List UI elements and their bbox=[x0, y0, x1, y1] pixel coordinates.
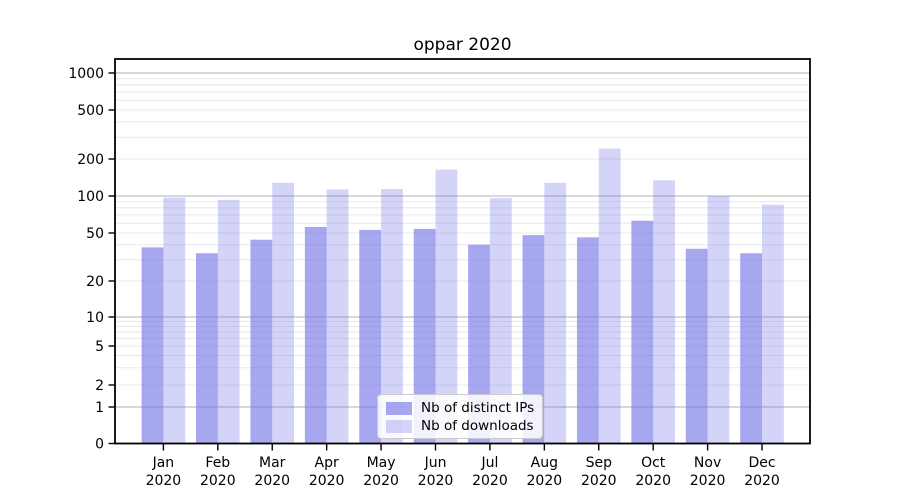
x-tick-label-year: 2020 bbox=[635, 473, 671, 489]
y-tick-label: 10 bbox=[86, 310, 104, 326]
y-tick-label: 5 bbox=[95, 339, 104, 355]
bar-distinct-ips bbox=[304, 226, 327, 444]
bar-downloads bbox=[653, 180, 675, 444]
x-tick-label-month: Jun bbox=[424, 455, 447, 471]
legend-swatch-downloads-icon bbox=[386, 419, 412, 433]
x-tick-label-year: 2020 bbox=[581, 473, 617, 489]
bar-distinct-ips bbox=[413, 228, 436, 444]
x-tick-label-month: Oct bbox=[641, 455, 666, 471]
x-tick-label-month: Jan bbox=[152, 455, 175, 471]
y-tick-label: 20 bbox=[86, 274, 104, 290]
x-tick-label-year: 2020 bbox=[363, 473, 399, 489]
bar-downloads bbox=[489, 198, 512, 444]
bar-downloads bbox=[762, 204, 784, 444]
y-tick-label: 0 bbox=[95, 437, 104, 453]
x-tick-label-year: 2020 bbox=[146, 473, 182, 489]
y-tick-label: 50 bbox=[86, 226, 104, 242]
x-tick-label-month: Apr bbox=[315, 455, 339, 471]
x-tick-label-month: Sep bbox=[586, 455, 613, 471]
bar-downloads bbox=[435, 169, 458, 444]
bar-downloads bbox=[326, 189, 349, 444]
x-tick-label-month: Nov bbox=[694, 455, 721, 471]
x-tick-label-year: 2020 bbox=[200, 473, 236, 489]
legend-label-distinct-ips: Nb of distinct IPs bbox=[421, 400, 535, 416]
bar-downloads bbox=[381, 189, 403, 444]
y-tick-label: 500 bbox=[77, 103, 104, 119]
y-tick-label: 200 bbox=[77, 152, 104, 168]
bar-distinct-ips bbox=[576, 237, 599, 444]
legend-swatch-distinct-ips-icon bbox=[386, 401, 412, 415]
y-tick-label: 1000 bbox=[68, 66, 104, 82]
bar-distinct-ips bbox=[468, 244, 490, 444]
bar-downloads bbox=[544, 182, 567, 444]
legend-label-downloads: Nb of downloads bbox=[421, 418, 534, 434]
x-tick-label-month: Dec bbox=[748, 455, 775, 471]
x-tick-label-month: Feb bbox=[205, 455, 230, 471]
bar-distinct-ips bbox=[196, 253, 218, 444]
chart-title: oppar 2020 bbox=[413, 35, 512, 55]
bar-distinct-ips bbox=[631, 220, 654, 444]
x-tick-label-year: 2020 bbox=[254, 473, 290, 489]
x-tick-label-month: Jul bbox=[480, 455, 498, 471]
y-tick-label: 2 bbox=[95, 378, 104, 394]
x-tick-label-month: Mar bbox=[259, 455, 286, 471]
x-tick-label-month: Aug bbox=[531, 455, 558, 471]
bar-distinct-ips bbox=[359, 229, 382, 444]
chart-legend: Nb of distinct IPs Nb of downloads bbox=[377, 394, 543, 439]
legend-item-downloads: Nb of downloads bbox=[386, 418, 534, 434]
x-tick-label-year: 2020 bbox=[527, 473, 563, 489]
x-tick-label-year: 2020 bbox=[690, 473, 726, 489]
bar-downloads bbox=[272, 182, 295, 444]
bar-distinct-ips bbox=[522, 235, 545, 444]
x-tick-label-year: 2020 bbox=[418, 473, 454, 489]
x-tick-label-year: 2020 bbox=[744, 473, 780, 489]
bar-downloads bbox=[217, 199, 240, 444]
bar-distinct-ips bbox=[740, 253, 763, 444]
plot-frame bbox=[114, 58, 811, 445]
bar-distinct-ips bbox=[250, 239, 273, 444]
legend-item-distinct-ips: Nb of distinct IPs bbox=[386, 400, 535, 416]
x-tick-label-month: May bbox=[367, 455, 396, 471]
bar-downloads bbox=[163, 197, 186, 444]
y-tick-label: 1 bbox=[95, 400, 104, 416]
bar-distinct-ips bbox=[685, 248, 708, 444]
x-tick-label-year: 2020 bbox=[472, 473, 508, 489]
bar-downloads bbox=[598, 148, 621, 444]
bar-distinct-ips bbox=[141, 247, 164, 444]
x-tick-label-year: 2020 bbox=[309, 473, 345, 489]
y-tick-label: 100 bbox=[77, 189, 104, 205]
bar-downloads bbox=[707, 196, 730, 444]
